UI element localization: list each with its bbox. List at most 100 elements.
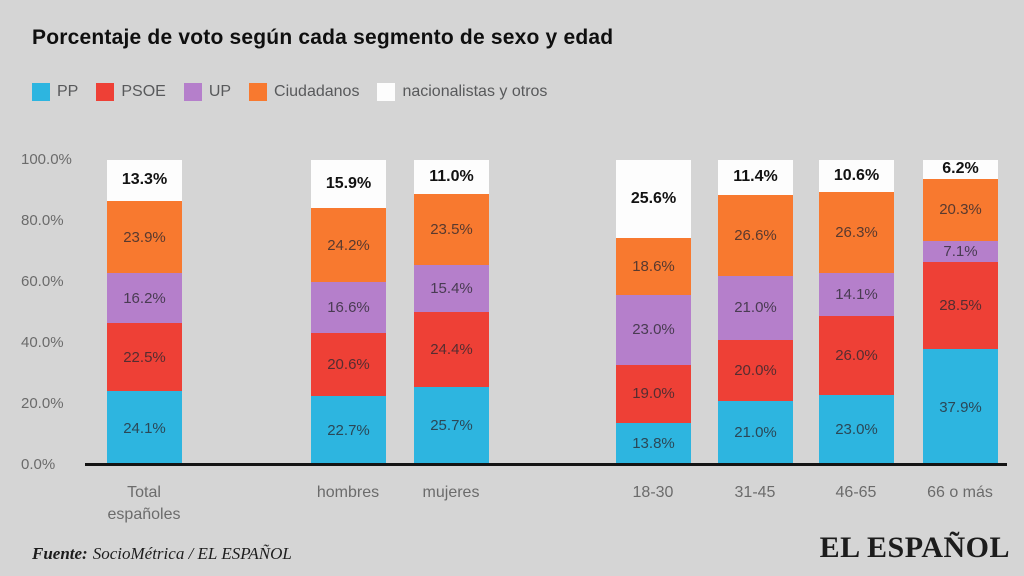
- bar-segment-ciudadanos: 20.3%: [923, 178, 998, 241]
- legend-label: Ciudadanos: [274, 83, 360, 100]
- segment-value-label: 23.5%: [430, 220, 473, 238]
- bar-segment-nacionalistas: 13.3%: [107, 160, 182, 201]
- bar-segment-ciudadanos: 18.6%: [616, 238, 691, 295]
- bar-segment-ciudadanos: 24.2%: [311, 208, 386, 283]
- bar-segment-psoe: 20.6%: [311, 332, 386, 396]
- segment-value-label: 21.0%: [734, 424, 777, 442]
- y-tick-label: 80.0%: [21, 212, 64, 229]
- bar-segment-psoe: 28.5%: [923, 262, 998, 350]
- y-tick-label: 60.0%: [21, 273, 64, 290]
- bar-46-65: 10.6% 26.3% 14.1% 26.0% 23.0%: [819, 160, 894, 465]
- segment-value-label: 7.1%: [943, 243, 978, 261]
- legend-swatch-icon: [183, 83, 202, 101]
- bar-segment-nacionalistas: 25.6%: [616, 160, 691, 239]
- segment-value-label: 24.1%: [123, 419, 166, 437]
- legend-label: nacionalistas y otros: [402, 83, 548, 100]
- y-tick-label: 40.0%: [21, 334, 64, 351]
- bar-66-o-más: 6.2% 20.3% 7.1% 28.5% 37.9%: [923, 160, 998, 465]
- bar-segment-nacionalistas: 11.4%: [718, 160, 793, 195]
- bar-segment-ciudadanos: 23.9%: [107, 200, 182, 274]
- source-attribution: Fuente: SocioMétrica / EL ESPAÑOL: [32, 544, 292, 564]
- bar-segment-psoe: 19.0%: [616, 364, 691, 423]
- legend-item-ciudadanos: Ciudadanos: [249, 83, 359, 101]
- source-text: SocioMétrica / EL ESPAÑOL: [92, 544, 292, 563]
- segment-value-label: 14.1%: [835, 285, 878, 303]
- bar-segment-pp: 22.7%: [311, 395, 386, 465]
- bar-segment-psoe: 26.0%: [819, 315, 894, 395]
- segment-value-label: 13.3%: [121, 171, 168, 189]
- legend-item-pp: PP: [32, 83, 78, 101]
- segment-value-label: 16.6%: [327, 299, 370, 317]
- segment-value-label: 23.9%: [123, 228, 166, 246]
- bar-segment-pp: 24.1%: [107, 391, 182, 465]
- source-prefix: Fuente:: [32, 544, 88, 563]
- x-tick-label: hombres: [316, 484, 380, 501]
- segment-value-label: 24.4%: [430, 340, 473, 358]
- segment-value-label: 16.2%: [123, 289, 166, 307]
- bar-segment-pp: 13.8%: [616, 422, 691, 465]
- bar-segment-psoe: 24.4%: [414, 312, 489, 387]
- segment-value-label: 20.3%: [939, 201, 982, 219]
- segment-value-label: 25.7%: [430, 417, 473, 435]
- legend-swatch-icon: [32, 83, 50, 101]
- legend-label: PSOE: [121, 83, 166, 100]
- x-tick-label: 46-65: [835, 484, 877, 501]
- chart-title: Porcentaje de voto según cada segmento d…: [32, 26, 614, 49]
- bar-hombres: 15.9% 24.2% 16.6% 20.6% 22.7%: [311, 160, 386, 465]
- bar-segment-up: 16.6%: [311, 282, 386, 333]
- bar-segment-nacionalistas: 6.2%: [923, 160, 998, 179]
- bar-segment-ciudadanos: 23.5%: [414, 193, 489, 266]
- bar-segment-up: 16.2%: [107, 273, 182, 323]
- segment-value-label: 10.6%: [833, 167, 880, 185]
- bar-segment-up: 21.0%: [718, 275, 793, 340]
- bar-segment-psoe: 20.0%: [718, 339, 793, 401]
- brand-logo: EL ESPAÑOL: [819, 531, 1010, 564]
- legend-swatch-icon: [377, 83, 396, 101]
- x-tick-label: 66 o más: [927, 484, 993, 501]
- y-tick-label: 20.0%: [21, 395, 64, 412]
- x-tick-label: Total españoles: [107, 484, 181, 523]
- segment-value-label: 25.6%: [630, 190, 677, 208]
- legend-swatch-icon: [249, 83, 268, 101]
- segment-value-label: 6.2%: [942, 160, 979, 178]
- segment-value-label: 19.0%: [632, 385, 675, 403]
- bar-segment-nacionalistas: 10.6%: [819, 160, 894, 193]
- segment-value-label: 11.4%: [733, 168, 778, 186]
- segment-value-label: 24.2%: [327, 236, 370, 254]
- segment-value-label: 15.4%: [430, 280, 473, 298]
- segment-value-label: 26.3%: [835, 223, 878, 241]
- bar-31-45: 11.4% 26.6% 21.0% 20.0% 21.0%: [718, 160, 793, 465]
- bar-total-españoles: 13.3% 23.9% 16.2% 22.5% 24.1%: [107, 160, 182, 465]
- y-tick-label: 0.0%: [21, 456, 56, 473]
- legend-item-up: UP: [183, 83, 231, 101]
- legend-item-nacionalistas: nacionalistas y otros: [377, 83, 547, 101]
- bar-segment-up: 15.4%: [414, 265, 489, 313]
- x-tick-label: 18-30: [632, 484, 674, 501]
- bar-segment-nacionalistas: 15.9%: [311, 160, 386, 209]
- bar-segment-nacionalistas: 11.0%: [414, 160, 489, 194]
- bar-segment-ciudadanos: 26.6%: [718, 194, 793, 276]
- x-axis-line: [85, 463, 1007, 466]
- legend-swatch-icon: [96, 83, 115, 101]
- segment-value-label: 26.0%: [835, 346, 878, 364]
- legend-label: PP: [57, 83, 79, 100]
- segment-value-label: 13.8%: [632, 435, 675, 453]
- segment-value-label: 11.0%: [429, 167, 474, 185]
- segment-value-label: 15.9%: [325, 175, 372, 193]
- bar-segment-pp: 25.7%: [414, 386, 489, 465]
- x-tick-label: 31-45: [734, 484, 776, 501]
- bar-18-30: 25.6% 18.6% 23.0% 19.0% 13.8%: [616, 160, 691, 465]
- segment-value-label: 28.5%: [939, 297, 982, 315]
- bar-segment-pp: 21.0%: [718, 400, 793, 465]
- legend-item-psoe: PSOE: [96, 83, 166, 101]
- y-tick-label: 100.0%: [21, 151, 72, 168]
- segment-value-label: 18.6%: [632, 257, 675, 275]
- segment-value-label: 22.7%: [327, 421, 370, 439]
- bar-segment-up: 7.1%: [923, 240, 998, 263]
- segment-value-label: 21.0%: [734, 299, 777, 317]
- legend: PP PSOE UP Ciudadanos nacionalistas y otros: [32, 83, 565, 101]
- bar-segment-psoe: 22.5%: [107, 322, 182, 392]
- bar-mujeres: 11.0% 23.5% 15.4% 24.4% 25.7%: [414, 160, 489, 465]
- bar-segment-pp: 37.9%: [923, 349, 998, 465]
